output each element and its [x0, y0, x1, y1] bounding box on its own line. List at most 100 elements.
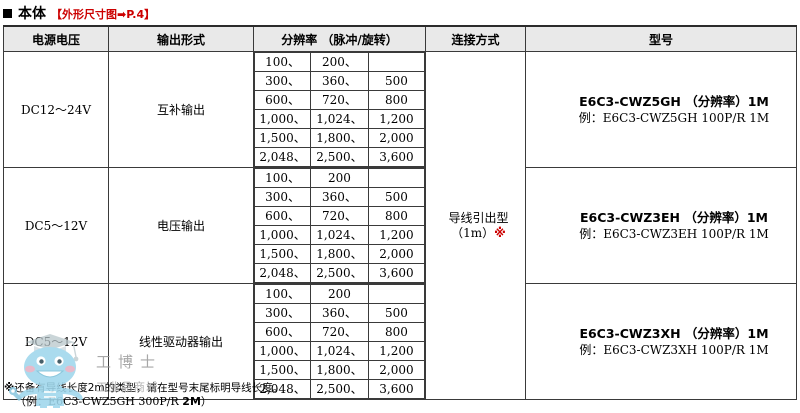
cell-output-type: 线性驱动器输出 — [108, 283, 254, 400]
resolution-value — [367, 52, 426, 72]
resolution-value: 200 — [310, 284, 369, 304]
resolution-value: 600、 — [253, 322, 312, 342]
resolution-value: 1,000、 — [253, 109, 312, 129]
resolution-value: 2,000 — [367, 244, 426, 264]
page-reference-link[interactable]: 【外形尺寸图➡P.4】 — [51, 8, 156, 21]
resolution-value: 1,024、 — [310, 109, 369, 129]
column-header-resolution: 分辨率 （脉冲/旋转） — [253, 25, 426, 52]
resolution-value: 1,500、 — [253, 244, 312, 264]
model-code: E6C3-CWZ3EH （分辨率）1M — [579, 209, 768, 225]
resolution-value: 300、 — [253, 303, 312, 323]
page-title-text: 本体 — [18, 6, 46, 22]
resolution-value: 1,000、 — [253, 341, 312, 361]
resolution-value: 3,600 — [367, 147, 426, 167]
resolution-row: 2,048、 2,500、 3,600 — [253, 263, 426, 283]
resolution-value: 3,600 — [367, 379, 426, 399]
footnote-text: 还备有导线长度2m的类型，请在型号末尾标明导线长度。 — [14, 382, 284, 394]
resolution-row: 1,500、 1,800、 2,000 — [253, 244, 426, 264]
resolution-value: 1,800、 — [310, 360, 369, 380]
resolution-row: 2,048、 2,500、 3,600 — [253, 147, 426, 167]
resolution-value: 500 — [367, 187, 426, 207]
resolution-value: 2,500、 — [310, 263, 369, 283]
resolution-value: 360、 — [310, 303, 369, 323]
model-code: E6C3-CWZ5GH （分辨率）1M — [579, 93, 769, 109]
resolution-row: 100、 200 — [253, 284, 426, 304]
resolution-value: 1,024、 — [310, 341, 369, 361]
cell-output-type: 互补输出 — [108, 51, 254, 168]
resolution-value: 2,048、 — [253, 379, 312, 399]
resolution-value: 500 — [367, 303, 426, 323]
footnote-example-prefix: （例：E6C3-CWZ5GH 300P/R — [15, 395, 183, 408]
cell-voltage: DC12～24V — [3, 51, 109, 168]
table-body: DC12～24V 互补输出 100、 200、 300、 360、 500 — [3, 51, 797, 400]
resolution-value: 2,048、 — [253, 263, 312, 283]
resolution-value: 2,500、 — [310, 379, 369, 399]
resolution-value: 100、 — [253, 52, 312, 72]
resolution-value: 1,000、 — [253, 225, 312, 245]
resolution-value: 2,048、 — [253, 147, 312, 167]
resolution-row: 1,000、 1,024、 1,200 — [253, 225, 426, 245]
footnote-line-2: （例：E6C3-CWZ5GH 300P/R 2M） — [4, 395, 283, 408]
resolution-row: 300、 360、 500 — [253, 71, 426, 91]
model-example: 例：E6C3-CWZ3EH 100P/R 1M — [579, 226, 769, 241]
resolution-value: 360、 — [310, 187, 369, 207]
table-header-row: 电源电压 输出形式 分辨率 （脉冲/旋转） 连接方式 型号 — [3, 25, 797, 52]
resolution-value: 800 — [367, 206, 426, 226]
resolution-row: 1,000、 1,024、 1,200 — [253, 109, 426, 129]
cell-connection-type: 导线引出型 （1m）※ — [425, 51, 526, 400]
column-header-model: 型号 — [525, 25, 797, 52]
cell-resolution: 100、 200、 300、 360、 500 600、 720、 800 — [253, 51, 426, 168]
resolution-value: 100、 — [253, 168, 312, 188]
cell-model: E6C3-CWZ3EH （分辨率）1M 例：E6C3-CWZ3EH 100P/R… — [525, 167, 797, 284]
resolution-value: 600、 — [253, 206, 312, 226]
resolution-row: 600、 720、 800 — [253, 322, 426, 342]
resolution-value: 720、 — [310, 90, 369, 110]
table-row: DC5～12V 线性驱动器输出 100、 200 300、 360、 500 — [3, 283, 797, 400]
resolution-grid: 100、 200、 300、 360、 500 600、 720、 800 — [253, 52, 426, 167]
resolution-value: 1,800、 — [310, 128, 369, 148]
resolution-value: 2,500、 — [310, 147, 369, 167]
square-bullet-icon — [3, 9, 12, 18]
resolution-value: 2,000 — [367, 360, 426, 380]
resolution-row: 1,500、 1,800、 2,000 — [253, 128, 426, 148]
resolution-row: 2,048、 2,500、 3,600 — [253, 379, 426, 399]
resolution-value: 720、 — [310, 206, 369, 226]
column-header-connection: 连接方式 — [425, 25, 526, 52]
table-row: DC5～12V 电压输出 100、 200 300、 360、 500 60 — [3, 167, 797, 284]
resolution-value — [367, 168, 426, 188]
resolution-value: 1,200 — [367, 225, 426, 245]
resolution-value: 300、 — [253, 187, 312, 207]
resolution-value: 100、 — [253, 284, 312, 304]
resolution-value: 600、 — [253, 90, 312, 110]
footnote: ※还备有导线长度2m的类型，请在型号末尾标明导线长度。 （例：E6C3-CWZ5… — [4, 382, 283, 408]
resolution-value: 1,200 — [367, 341, 426, 361]
resolution-value: 300、 — [253, 71, 312, 91]
resolution-value: 720、 — [310, 322, 369, 342]
specification-table: 电源电压 输出形式 分辨率 （脉冲/旋转） 连接方式 型号 DC12～24V 互… — [3, 25, 797, 400]
connection-line2: （1m） — [451, 225, 495, 240]
resolution-value: 3,600 — [367, 263, 426, 283]
model-example: 例：E6C3-CWZ5GH 100P/R 1M — [578, 110, 770, 125]
resolution-grid: 100、 200 300、 360、 500 600、 720、 800 — [253, 168, 426, 283]
cell-resolution: 100、 200 300、 360、 500 600、 720、 800 — [253, 283, 426, 400]
resolution-value: 800 — [367, 322, 426, 342]
cell-model: E6C3-CWZ5GH （分辨率）1M 例：E6C3-CWZ5GH 100P/R… — [525, 51, 797, 168]
cell-resolution: 100、 200 300、 360、 500 600、 720、 800 — [253, 167, 426, 284]
page-title: 本体 【外形尺寸图➡P.4】 — [3, 3, 155, 23]
resolution-value: 800 — [367, 90, 426, 110]
model-code: E6C3-CWZ3XH （分辨率）1M — [579, 325, 769, 341]
resolution-value: 500 — [367, 71, 426, 91]
cell-output-type: 电压输出 — [108, 167, 254, 284]
resolution-value: 1,500、 — [253, 128, 312, 148]
resolution-value — [367, 284, 426, 304]
resolution-value: 1,200 — [367, 109, 426, 129]
connection-line1: 导线引出型 — [448, 210, 509, 225]
resolution-row: 300、 360、 500 — [253, 303, 426, 323]
resolution-value: 200、 — [310, 52, 369, 72]
resolution-value: 360、 — [310, 71, 369, 91]
resolution-value: 200 — [310, 168, 369, 188]
footnote-example-bold: 2M — [182, 395, 201, 408]
column-header-output: 输出形式 — [108, 25, 254, 52]
resolution-value: 1,024、 — [310, 225, 369, 245]
footnote-marker-icon: ※ — [4, 382, 15, 394]
